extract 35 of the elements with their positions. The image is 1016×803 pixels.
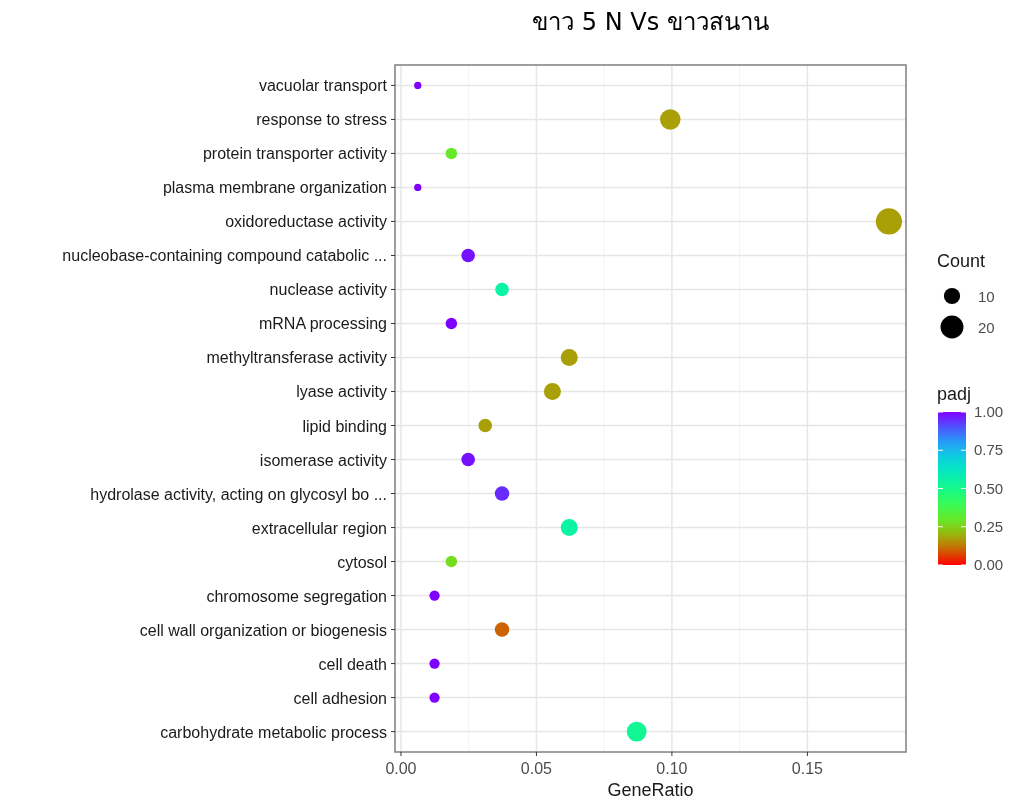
y-tick-label: oxidoreductase activity: [225, 213, 387, 231]
y-tick-label: nuclease activity: [269, 281, 387, 299]
y-tick-label: isomerase activity: [259, 451, 387, 469]
y-tick-label: lipid binding: [302, 417, 387, 435]
x-tick-label: 0.10: [656, 760, 688, 777]
chart-title: ขาว 5 N Vs ขาวสนาน: [532, 8, 769, 36]
color-bar-label: 1.00: [974, 403, 1004, 420]
y-tick-label: cell adhesion: [293, 689, 387, 707]
x-tick-label: 0.00: [385, 760, 417, 777]
y-tick-label: protein transporter activity: [202, 145, 387, 163]
y-tick-label: cell wall organization or biogenesis: [139, 621, 387, 639]
y-tick-label: extracellular region: [251, 519, 387, 537]
y-tick-label: cytosol: [337, 553, 387, 571]
legend-title: Count: [937, 251, 986, 271]
y-tick-label: methyltransferase activity: [206, 349, 387, 367]
y-tick-label: plasma membrane organization: [162, 179, 387, 197]
x-tick-label: 0.05: [520, 760, 553, 777]
y-tick-label: cell death: [318, 655, 387, 673]
x-tick-label: 0.15: [791, 760, 824, 777]
y-tick-label: vacuolar transport: [258, 77, 388, 95]
color-bar-label: 0.50: [974, 479, 1004, 497]
y-tick-label: chromosome segregation: [206, 587, 387, 605]
legend-label: 10: [978, 288, 995, 305]
y-tick-label: hydrolase activity, acting on glycosyl bo ...: [90, 485, 387, 503]
color-bar-label: 0.75: [974, 441, 1004, 459]
y-tick-label: carbohydrate metabolic process: [160, 723, 387, 741]
y-tick-label: nucleobase-containing compound catabolic ...: [62, 247, 387, 265]
legend-label: 20: [978, 319, 995, 336]
color-bar-label: 0.25: [974, 517, 1004, 535]
color-bar-label: 0.00: [974, 556, 1004, 573]
y-tick-label: mRNA processing: [258, 315, 387, 333]
x-axis-title: GeneRatio: [607, 780, 694, 800]
y-tick-label: lyase activity: [296, 383, 387, 401]
y-tick-label: response to stress: [256, 111, 387, 129]
color-bar-title: padj: [937, 384, 972, 404]
